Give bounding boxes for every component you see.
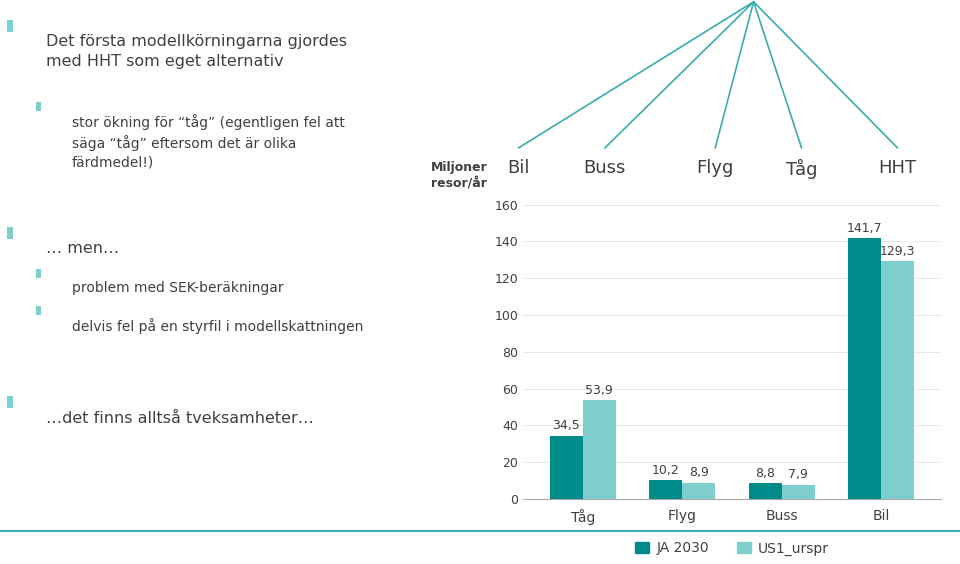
FancyBboxPatch shape	[36, 102, 40, 111]
Bar	[849, 238, 881, 499]
Text: 8,8: 8,8	[756, 466, 776, 479]
Text: Miljoner
resor/år: Miljoner resor/år	[431, 161, 488, 190]
FancyBboxPatch shape	[36, 306, 40, 315]
FancyBboxPatch shape	[7, 396, 13, 408]
Bar	[683, 483, 715, 499]
Text: HHT: HHT	[878, 159, 917, 177]
Text: …det finns alltså tveksamheter…: …det finns alltså tveksamheter…	[46, 411, 314, 426]
Text: Buss: Buss	[584, 159, 626, 177]
Bar	[881, 261, 914, 499]
Bar	[749, 483, 781, 499]
Text: 53,9: 53,9	[586, 384, 613, 396]
Bar	[583, 400, 615, 499]
Text: Bil: Bil	[507, 159, 530, 177]
Text: 129,3: 129,3	[879, 245, 915, 258]
Bar	[781, 484, 814, 499]
FancyBboxPatch shape	[36, 270, 40, 279]
Text: delvis fel på en styrfil i modellskattningen: delvis fel på en styrfil i modellskattni…	[72, 318, 364, 334]
Text: problem med SEK-beräkningar: problem med SEK-beräkningar	[72, 281, 283, 295]
Text: 7,9: 7,9	[788, 468, 808, 481]
Bar	[650, 481, 683, 499]
Text: 34,5: 34,5	[553, 419, 581, 432]
FancyBboxPatch shape	[7, 20, 13, 32]
Text: Flyg: Flyg	[697, 159, 733, 177]
FancyBboxPatch shape	[7, 227, 13, 239]
Text: Det första modellkörningarna gjordes
med HHT som eget alternativ: Det första modellkörningarna gjordes med…	[46, 34, 347, 69]
Text: 10,2: 10,2	[652, 464, 680, 477]
Text: Tåg: Tåg	[786, 159, 817, 179]
Text: 141,7: 141,7	[847, 222, 882, 235]
Text: 8,9: 8,9	[688, 466, 708, 479]
Text: … men…: … men…	[46, 241, 119, 256]
Legend: JA 2030, US1_urspr: JA 2030, US1_urspr	[630, 536, 834, 561]
Bar	[550, 435, 583, 499]
Text: stor ökning för “tåg” (egentligen fel att
säga “tåg” eftersom det är olika
färdm: stor ökning för “tåg” (egentligen fel at…	[72, 114, 345, 169]
